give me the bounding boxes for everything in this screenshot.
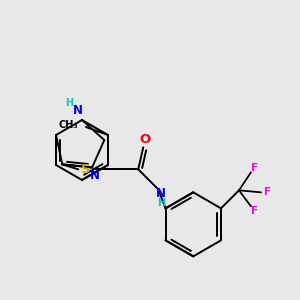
Text: N: N bbox=[156, 187, 166, 200]
Text: F: F bbox=[251, 163, 259, 173]
Text: F: F bbox=[264, 187, 272, 197]
Text: N: N bbox=[90, 169, 100, 182]
Text: H: H bbox=[65, 98, 73, 108]
Text: S: S bbox=[81, 163, 91, 176]
Text: CH₃: CH₃ bbox=[58, 120, 78, 130]
Text: H: H bbox=[157, 198, 165, 208]
Text: F: F bbox=[251, 206, 259, 216]
Text: O: O bbox=[140, 133, 151, 146]
Text: N: N bbox=[73, 103, 83, 116]
